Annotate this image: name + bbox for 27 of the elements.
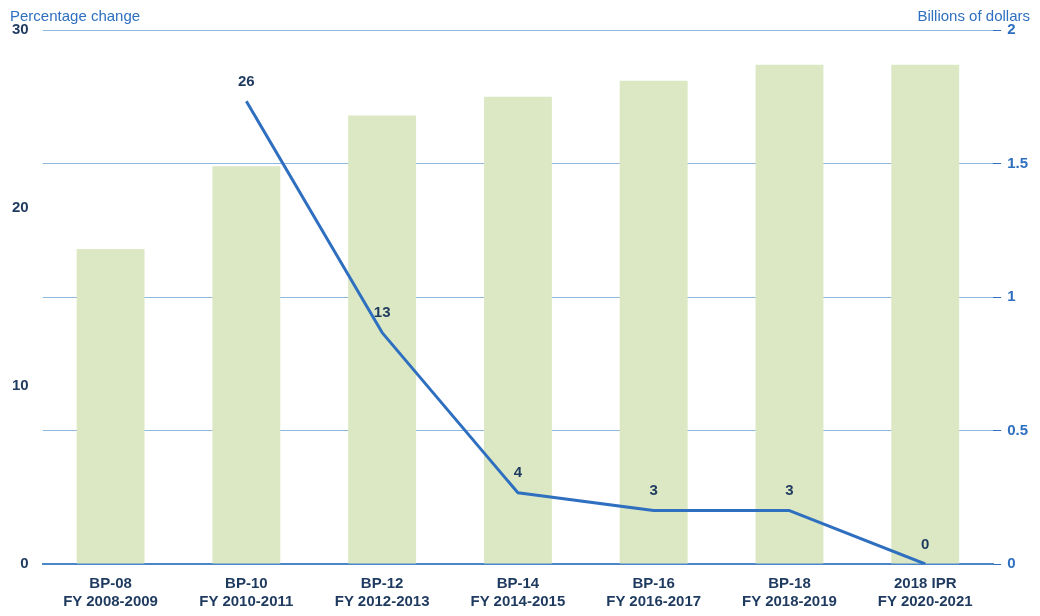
- data-label: 4: [513, 463, 523, 481]
- bar: [755, 64, 824, 564]
- x-tick-label: BP-14 FY 2014-2015: [470, 574, 566, 610]
- bar: [212, 166, 281, 564]
- data-label: 0: [921, 534, 930, 552]
- data-label: 13: [373, 303, 391, 321]
- y2-tick-label: 1.5: [1007, 153, 1029, 171]
- x-tick-label: 2018 IPR FY 2020-2021: [877, 574, 973, 610]
- x-tick-label: BP-08 FY 2008-2009: [63, 574, 158, 610]
- bar: [891, 64, 960, 564]
- x-tick-label: BP-18 FY 2018-2019: [742, 574, 837, 610]
- bar: [76, 248, 145, 564]
- data-label: 3: [649, 481, 658, 499]
- y2-tick-label: 0: [1007, 554, 1016, 572]
- y-tick-label: 0: [20, 554, 29, 572]
- y-tick-label: 20: [12, 198, 29, 216]
- bar: [619, 80, 688, 564]
- data-label: 3: [785, 481, 794, 499]
- bar: [483, 96, 552, 564]
- x-tick-label: BP-16 FY 2016-2017: [606, 574, 702, 610]
- bar: [348, 115, 417, 564]
- data-label: 26: [238, 71, 255, 89]
- x-tick-label: BP-12 FY 2012-2013: [334, 574, 430, 610]
- x-tick-label: BP-10 FY 2010-2011: [199, 574, 294, 610]
- y-tick-label: 10: [12, 376, 29, 394]
- y2-tick-label: 0.5: [1007, 420, 1029, 438]
- y2-tick-label: 1: [1007, 287, 1016, 305]
